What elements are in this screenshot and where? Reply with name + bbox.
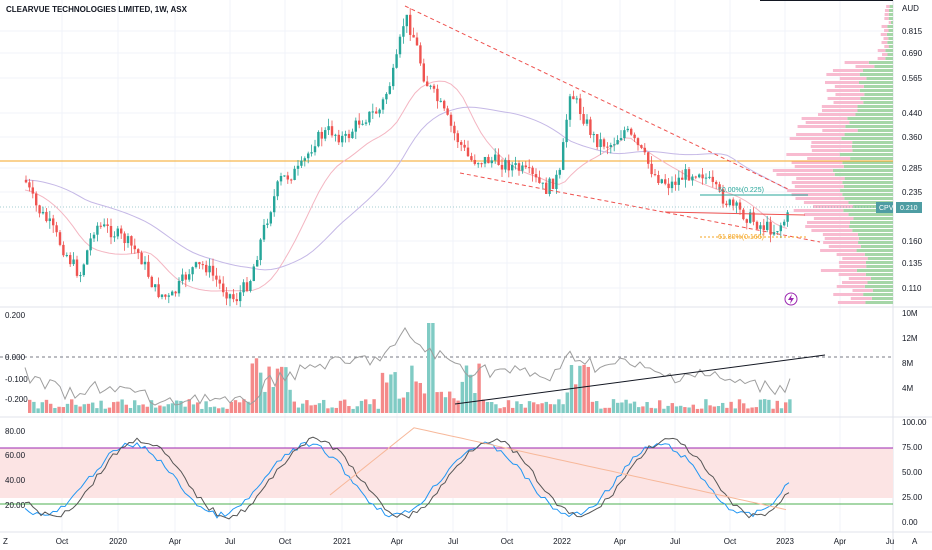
volume-left-tick: -0.100 [5, 375, 28, 384]
time-tick: 2021 [333, 537, 351, 546]
time-tick: Apr [169, 537, 182, 546]
price-tick: 0.135 [902, 259, 923, 268]
time-axis: Oct 2020 Apr Jul Oct 2021 Apr Jul Oct 2022 Apr Jul O… [56, 537, 894, 546]
chart-title: CLEARVUE TECHNOLOGIES LIMITED, 1W, ASX [6, 5, 188, 14]
volume-bars [28, 323, 792, 413]
osc-right-tick: 100.00 [902, 418, 927, 427]
volume-profile [772, 5, 893, 304]
auto-scale-button[interactable]: A [912, 537, 918, 546]
price-tick: 0.565 [902, 74, 923, 83]
volume-right-tick: 4M [902, 384, 913, 393]
volume-left-tick: 0.000 [5, 353, 26, 362]
osc-left-tick: 20.00 [5, 501, 26, 510]
volume-left-tick: 0.200 [5, 311, 26, 320]
price-tick: 0.285 [902, 164, 923, 173]
price-tick: 0.235 [902, 188, 923, 197]
price-tick: 0.160 [902, 237, 923, 246]
time-tick: Oct [279, 537, 292, 546]
oscillator-line-gray [24, 327, 791, 406]
lower-trendline[interactable] [459, 172, 821, 243]
red-support-line[interactable] [664, 211, 806, 216]
oscillator-line-blue [24, 441, 790, 519]
time-tick: Oct [724, 537, 737, 546]
osc-left-tick: 60.00 [5, 451, 26, 460]
volume-trendline[interactable] [454, 354, 826, 405]
lightning-icon[interactable] [784, 292, 798, 306]
price-tick: 0.360 [902, 133, 923, 142]
osc-right-tick: 50.00 [902, 468, 923, 477]
fib-618-label: 61.80%(0.166) [718, 234, 764, 241]
osc-right-tick: 75.00 [902, 443, 923, 452]
oscillator-axis: 80.00 60.00 40.00 20.00 100.00 75.00 50.00 25.0… [5, 418, 927, 527]
time-tick: 2022 [553, 537, 571, 546]
currency-label: AUD [902, 4, 919, 13]
fib-50-label: 50.00%(0.225) [718, 187, 764, 194]
oscillator-line-orange [329, 427, 787, 511]
price-badge: 0.210 [900, 205, 918, 212]
time-tick: Jul [225, 537, 235, 546]
time-tick: 2020 [109, 537, 127, 546]
ma-line-pink [24, 80, 788, 292]
volume-left-tick: -0.200 [5, 395, 28, 404]
price-axis: 0.815 0.690 0.565 0.440 0.360 0.285 0.235 0.160… [902, 27, 923, 293]
time-tick: Apr [391, 537, 404, 546]
oscillator-line-dark [24, 436, 790, 520]
volume-right-tick: 8M [902, 359, 913, 368]
time-tick: Jul [448, 537, 458, 546]
time-tick: Apr [614, 537, 627, 546]
grid-lines [0, 0, 893, 532]
ma-line-purple [24, 106, 788, 271]
price-tick: 0.815 [902, 27, 923, 36]
time-tick: Oct [501, 537, 514, 546]
ticker-badge: CPV [879, 205, 894, 212]
price-tick: 0.690 [902, 49, 923, 58]
candlestick-series [24, 8, 789, 307]
osc-right-tick: 0.00 [902, 518, 918, 527]
osc-left-tick: 40.00 [5, 476, 26, 485]
time-tick: 2023 [776, 537, 794, 546]
zoom-icon[interactable]: Z [3, 537, 8, 546]
upper-trendline[interactable] [404, 5, 791, 191]
volume-axis: 0.200 0.000 -0.100 -0.200 10M 12M 8M 4M [5, 309, 918, 404]
time-tick: Apr [834, 537, 847, 546]
time-tick: Jul [670, 537, 680, 546]
osc-right-tick: 25.00 [902, 493, 923, 502]
last-price-badge: CPV 0.210 [876, 202, 922, 213]
price-tick: 0.440 [902, 109, 923, 118]
time-tick: Ju [886, 537, 894, 546]
volume-right-tick: 10M [902, 309, 918, 318]
time-tick: Oct [56, 537, 69, 546]
price-tick: 0.110 [902, 284, 922, 293]
volume-right-tick: 12M [902, 334, 918, 343]
osc-left-tick: 80.00 [5, 427, 26, 436]
